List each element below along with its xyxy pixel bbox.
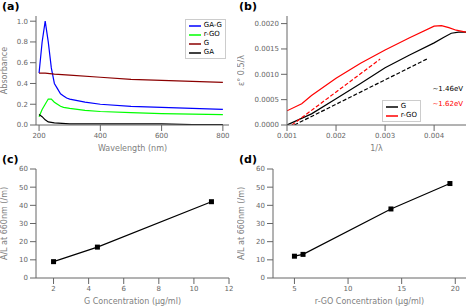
- html-text:~1.62eV: ~1.62eV: [432, 100, 463, 109]
- html-text:~1.46eV: ~1.46eV: [432, 85, 463, 94]
- svg-text:0: 0: [261, 274, 265, 282]
- svg-text:A/L at 660nm (/m): A/L at 660nm (/m): [237, 187, 246, 260]
- svg-text:0.0: 0.0: [17, 121, 28, 129]
- svg-text:0.002: 0.002: [326, 132, 346, 140]
- svg-text:0.001: 0.001: [277, 132, 297, 140]
- svg-text:8: 8: [157, 285, 161, 293]
- svg-text:15: 15: [397, 285, 406, 293]
- html-text:GA-G: GA-G: [203, 21, 222, 29]
- svg-text:0.8: 0.8: [17, 38, 28, 46]
- svg-text:40: 40: [256, 202, 265, 210]
- svg-text:0.0005: 0.0005: [255, 96, 280, 104]
- svg-text:20: 20: [451, 285, 460, 293]
- svg-text:0.0015: 0.0015: [255, 45, 280, 53]
- svg-text:1/λ: 1/λ: [370, 144, 383, 153]
- svg-text:Wavelength (nm): Wavelength (nm): [98, 144, 167, 153]
- svg-text:0.4: 0.4: [17, 80, 29, 88]
- svg-text:0.004: 0.004: [424, 132, 445, 140]
- html-text:r-GO: r-GO: [203, 30, 220, 38]
- svg-text:0: 0: [24, 274, 28, 282]
- html-text:G: G: [400, 102, 407, 110]
- svg-text:A/L at 660nm (/m): A/L at 660nm (/m): [8, 187, 9, 260]
- svg-text:6: 6: [121, 285, 126, 293]
- svg-text:0.003: 0.003: [375, 132, 395, 140]
- svg-text:60: 60: [256, 165, 265, 173]
- html-text:G: G: [203, 39, 210, 47]
- svg-text:600: 600: [155, 132, 168, 140]
- svg-text:0.6: 0.6: [17, 59, 29, 67]
- svg-text:60: 60: [19, 165, 28, 173]
- svg-text:G Concentration (μg/ml): G Concentration (μg/ml): [84, 297, 181, 306]
- html-text:GA: GA: [203, 48, 214, 56]
- svg-text:10: 10: [189, 285, 198, 293]
- svg-text:0.2: 0.2: [17, 101, 28, 109]
- svg-text:20: 20: [19, 238, 28, 246]
- svg-text:40: 40: [19, 202, 28, 210]
- svg-text:0.0000: 0.0000: [255, 121, 280, 129]
- svg-text:0.0020: 0.0020: [255, 20, 280, 28]
- html-text:(d): (d): [239, 153, 257, 166]
- svg-text:0.0010: 0.0010: [255, 71, 280, 79]
- svg-text:50: 50: [19, 184, 28, 192]
- html-text:r-GO: r-GO: [400, 111, 417, 119]
- svg-text:r-GO Concentration (μg/ml): r-GO Concentration (μg/ml): [315, 297, 424, 306]
- svg-text:200: 200: [32, 132, 45, 140]
- svg-text:Absorbance: Absorbance: [8, 47, 9, 94]
- svg-text:800: 800: [216, 132, 229, 140]
- svg-text:12: 12: [225, 285, 234, 293]
- svg-text:5: 5: [292, 285, 296, 293]
- svg-text:2: 2: [51, 285, 55, 293]
- html-text:(a): (a): [2, 0, 20, 13]
- svg-text:10: 10: [19, 256, 28, 264]
- html-text:(c): (c): [2, 153, 19, 166]
- svg-text:4: 4: [86, 285, 91, 293]
- svg-text:30: 30: [256, 220, 265, 228]
- svg-text:30: 30: [19, 220, 28, 228]
- svg-text:ε° 0.5/λ: ε° 0.5/λ: [237, 55, 246, 86]
- svg-text:20: 20: [256, 238, 265, 246]
- svg-text:10: 10: [344, 285, 353, 293]
- html-text:(b): (b): [239, 0, 257, 13]
- svg-text:400: 400: [94, 132, 107, 140]
- svg-text:10: 10: [256, 256, 265, 264]
- svg-text:50: 50: [256, 184, 265, 192]
- svg-text:1.0: 1.0: [17, 18, 28, 26]
